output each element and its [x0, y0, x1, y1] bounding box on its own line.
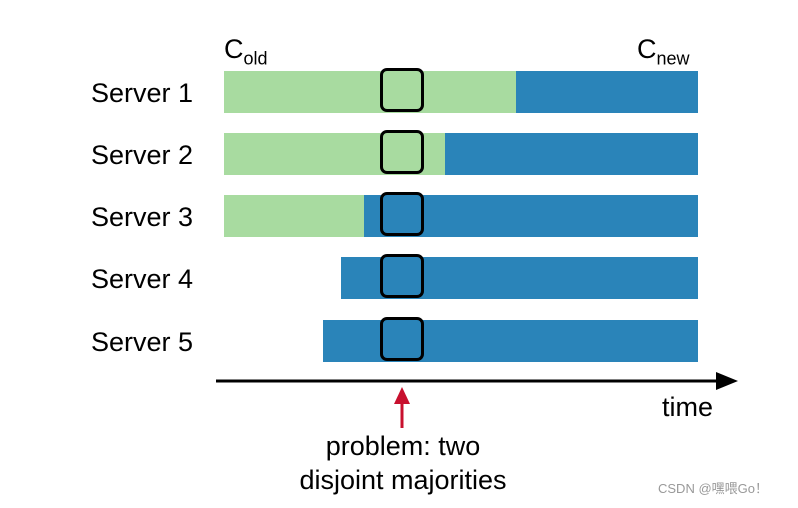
- server-2-new-config-bar: [445, 133, 698, 175]
- server-3-highlight-box: [380, 192, 424, 236]
- server-3-label: Server 3: [91, 202, 194, 232]
- problem-annotation-line-2: disjoint majorities: [299, 465, 507, 495]
- watermark: CSDN @嘿喂Go！: [658, 481, 768, 496]
- c-old-label: Cold: [224, 34, 268, 69]
- time-axis-label: time: [662, 392, 714, 422]
- server-2-label: Server 2: [91, 140, 194, 170]
- server-4-highlight-box: [380, 254, 424, 298]
- server-4-label: Server 4: [91, 264, 194, 294]
- server-5-highlight-box: [380, 317, 424, 361]
- server-1-old-config-bar: [224, 71, 516, 113]
- problem-annotation: problem: two disjoint majorities: [288, 429, 518, 497]
- server-3-old-config-bar: [224, 195, 364, 237]
- server-2-old-config-bar: [224, 133, 445, 175]
- server-1-label: Server 1: [91, 78, 194, 108]
- server-4-new-config-bar: [341, 257, 698, 299]
- problem-arrowhead: [394, 387, 410, 404]
- server-1-new-config-bar: [516, 71, 698, 113]
- problem-annotation-line-1: problem: two: [325, 431, 481, 461]
- server-5-label: Server 5: [91, 327, 194, 357]
- time-axis-arrowhead: [716, 372, 738, 390]
- server-2-highlight-box: [380, 130, 424, 174]
- c-new-label: Cnew: [637, 34, 690, 69]
- server-1-highlight-box: [380, 68, 424, 112]
